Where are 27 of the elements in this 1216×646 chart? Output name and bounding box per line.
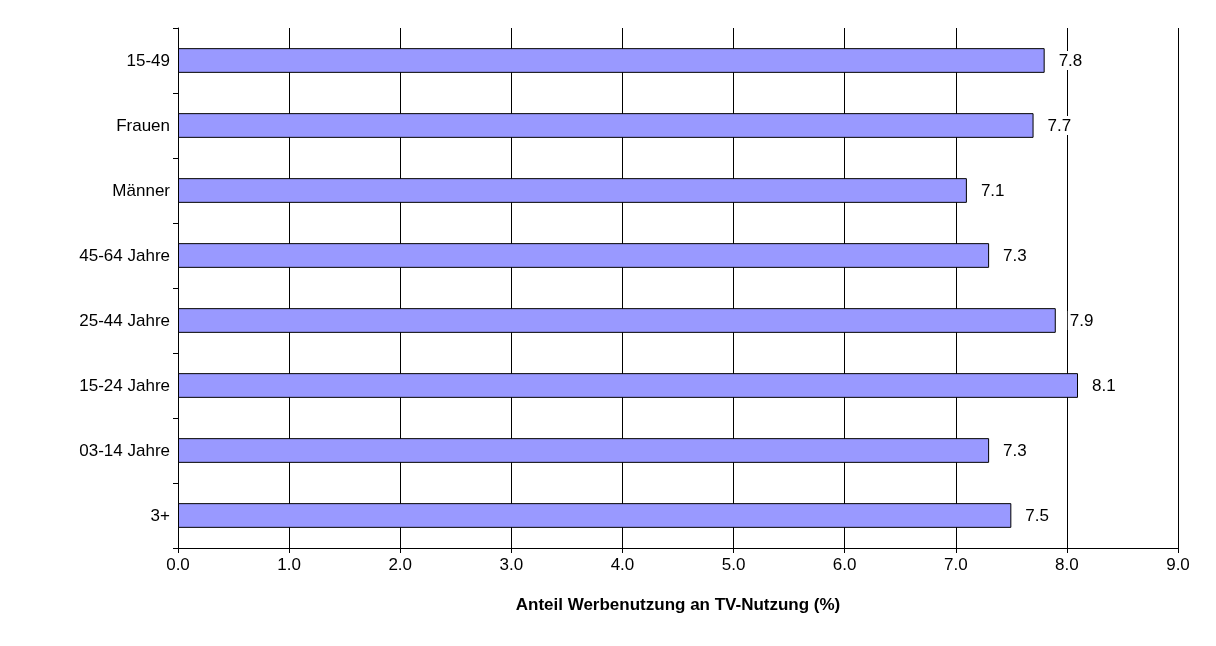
data-label: 7.3 xyxy=(1003,441,1027,460)
y-tick-label: Männer xyxy=(112,181,171,200)
data-label: 7.9 xyxy=(1069,311,1094,330)
data-label: 7.5 xyxy=(1025,506,1049,525)
y-tick-label: 03-14 Jahre xyxy=(79,441,170,460)
x-tick-label: 8.0 xyxy=(1055,555,1079,574)
data-label: 7.7 xyxy=(1047,116,1072,135)
x-tick-label: 3.0 xyxy=(499,555,524,574)
x-tick-label: 6.0 xyxy=(832,555,857,574)
x-tick-label: 9.0 xyxy=(1166,555,1190,574)
x-tick-label: 1.0 xyxy=(277,555,301,574)
y-tick-label: 3+ xyxy=(150,506,171,525)
y-tick-label: 45-64 Jahre xyxy=(79,246,170,265)
data-label: 7.1 xyxy=(980,181,1005,200)
x-tick-label: 0.0 xyxy=(166,555,190,574)
x-tick-label: 7.0 xyxy=(943,555,968,574)
x-tick-label: 2.0 xyxy=(388,555,413,574)
x-tick-label: 5.0 xyxy=(721,555,746,574)
x-tick-label: 4.0 xyxy=(610,555,635,574)
y-tick-label: 15-49 xyxy=(126,51,170,70)
data-label: 7.3 xyxy=(1003,246,1027,265)
data-label: 8.1 xyxy=(1092,376,1116,395)
y-tick-label: 15-24 Jahre xyxy=(79,376,170,395)
data-label: 7.8 xyxy=(1058,51,1083,70)
y-tick-label: Frauen xyxy=(116,116,170,135)
x-axis-title: Anteil Werbenutzung an TV-Nutzung (%) xyxy=(515,595,841,614)
y-tick-label: 25-44 Jahre xyxy=(79,311,170,330)
